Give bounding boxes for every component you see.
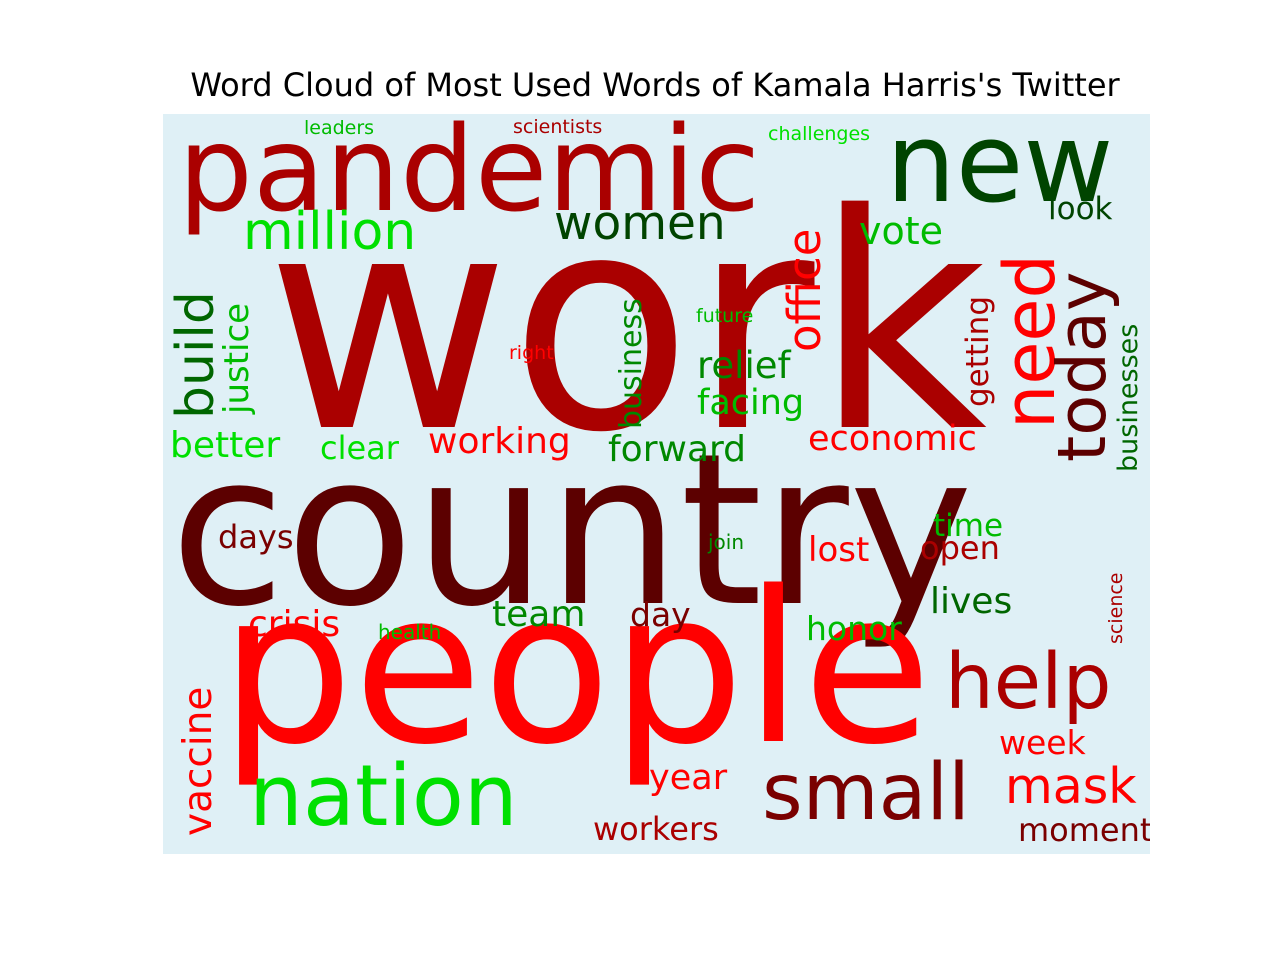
- word-relief: relief: [697, 344, 791, 387]
- word-getting: getting: [960, 296, 996, 407]
- word-forward: forward: [608, 429, 747, 470]
- word-year: year: [649, 758, 728, 798]
- word-clear: clear: [320, 429, 399, 467]
- word-challenges: challenges: [768, 123, 871, 145]
- chart-title: Word Cloud of Most Used Words of Kamala …: [190, 66, 1120, 104]
- word-future: future: [696, 305, 754, 327]
- word-week: week: [999, 723, 1086, 762]
- word-pandemic: pandemic: [178, 114, 761, 238]
- word-justice: justice: [217, 302, 257, 414]
- word-workers: workers: [593, 810, 719, 848]
- word-look: look: [1048, 191, 1113, 227]
- word-day: day: [630, 595, 691, 634]
- word-million: million: [243, 202, 417, 262]
- word-crisis: crisis: [248, 604, 341, 645]
- word-team: team: [492, 594, 586, 635]
- word-people: people: [220, 546, 932, 791]
- word-lives: lives: [930, 581, 1013, 622]
- word-business: business: [614, 298, 649, 429]
- word-science: science: [1105, 572, 1127, 645]
- word-country: country: [170, 408, 974, 653]
- word-vote: vote: [859, 209, 944, 253]
- word-small: small: [762, 748, 970, 838]
- word-days: days: [218, 518, 294, 556]
- word-cloud: work country people pandemic new nation small h…: [163, 114, 1150, 854]
- word-join: join: [708, 530, 745, 554]
- word-office: office: [778, 228, 831, 352]
- word-working: working: [428, 421, 571, 462]
- word-build: build: [166, 291, 226, 419]
- word-economic: economic: [808, 419, 977, 459]
- word-businesses: businesses: [1113, 323, 1144, 472]
- word-health: health: [378, 620, 442, 644]
- word-scientists: scientists: [513, 116, 603, 138]
- word-facing: facing: [697, 383, 805, 423]
- word-leaders: leaders: [304, 117, 375, 139]
- word-honor: honor: [806, 609, 902, 648]
- word-vaccine: vaccine: [176, 686, 221, 836]
- word-mask: mask: [1005, 758, 1137, 815]
- word-today: today: [1043, 271, 1121, 463]
- word-time: time: [933, 508, 1004, 544]
- word-moment: moment: [1018, 811, 1150, 849]
- word-women: women: [554, 196, 726, 251]
- word-help: help: [945, 638, 1112, 727]
- word-work: work: [266, 151, 988, 498]
- word-right: right: [509, 342, 554, 364]
- word-better: better: [170, 425, 281, 466]
- word-nation: nation: [249, 747, 518, 846]
- word-new: new: [886, 114, 1114, 227]
- word-open: open: [920, 529, 1000, 567]
- word-lost: lost: [808, 530, 870, 570]
